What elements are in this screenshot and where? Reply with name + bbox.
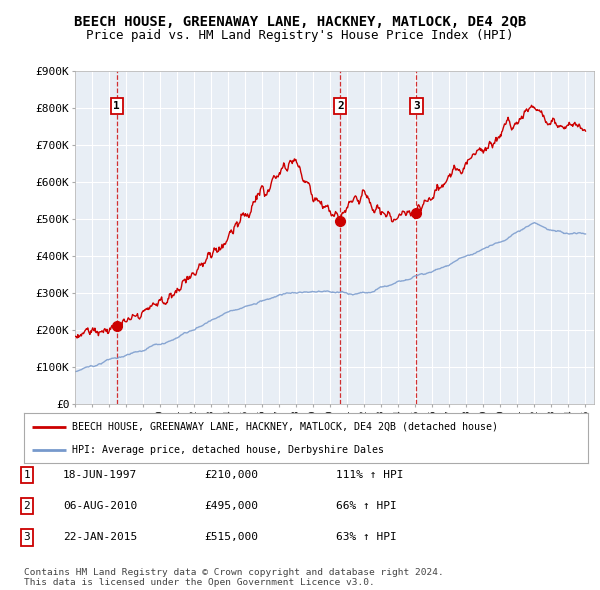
Text: 2: 2 [23, 502, 31, 511]
Text: 18-JUN-1997: 18-JUN-1997 [63, 470, 137, 480]
Text: £210,000: £210,000 [204, 470, 258, 480]
Text: BEECH HOUSE, GREENAWAY LANE, HACKNEY, MATLOCK, DE4 2QB (detached house): BEECH HOUSE, GREENAWAY LANE, HACKNEY, MA… [72, 421, 498, 431]
Text: £495,000: £495,000 [204, 502, 258, 511]
Text: 22-JAN-2015: 22-JAN-2015 [63, 533, 137, 542]
Text: 66% ↑ HPI: 66% ↑ HPI [336, 502, 397, 511]
Text: 1: 1 [23, 470, 31, 480]
Text: 111% ↑ HPI: 111% ↑ HPI [336, 470, 404, 480]
Text: 3: 3 [23, 533, 31, 542]
Text: 2: 2 [337, 101, 344, 111]
Text: 3: 3 [413, 101, 420, 111]
Text: 1: 1 [113, 101, 120, 111]
Text: HPI: Average price, detached house, Derbyshire Dales: HPI: Average price, detached house, Derb… [72, 445, 384, 455]
Text: 06-AUG-2010: 06-AUG-2010 [63, 502, 137, 511]
Text: Contains HM Land Registry data © Crown copyright and database right 2024.
This d: Contains HM Land Registry data © Crown c… [24, 568, 444, 587]
Text: 63% ↑ HPI: 63% ↑ HPI [336, 533, 397, 542]
Text: £515,000: £515,000 [204, 533, 258, 542]
Text: Price paid vs. HM Land Registry's House Price Index (HPI): Price paid vs. HM Land Registry's House … [86, 29, 514, 42]
Text: BEECH HOUSE, GREENAWAY LANE, HACKNEY, MATLOCK, DE4 2QB: BEECH HOUSE, GREENAWAY LANE, HACKNEY, MA… [74, 15, 526, 29]
